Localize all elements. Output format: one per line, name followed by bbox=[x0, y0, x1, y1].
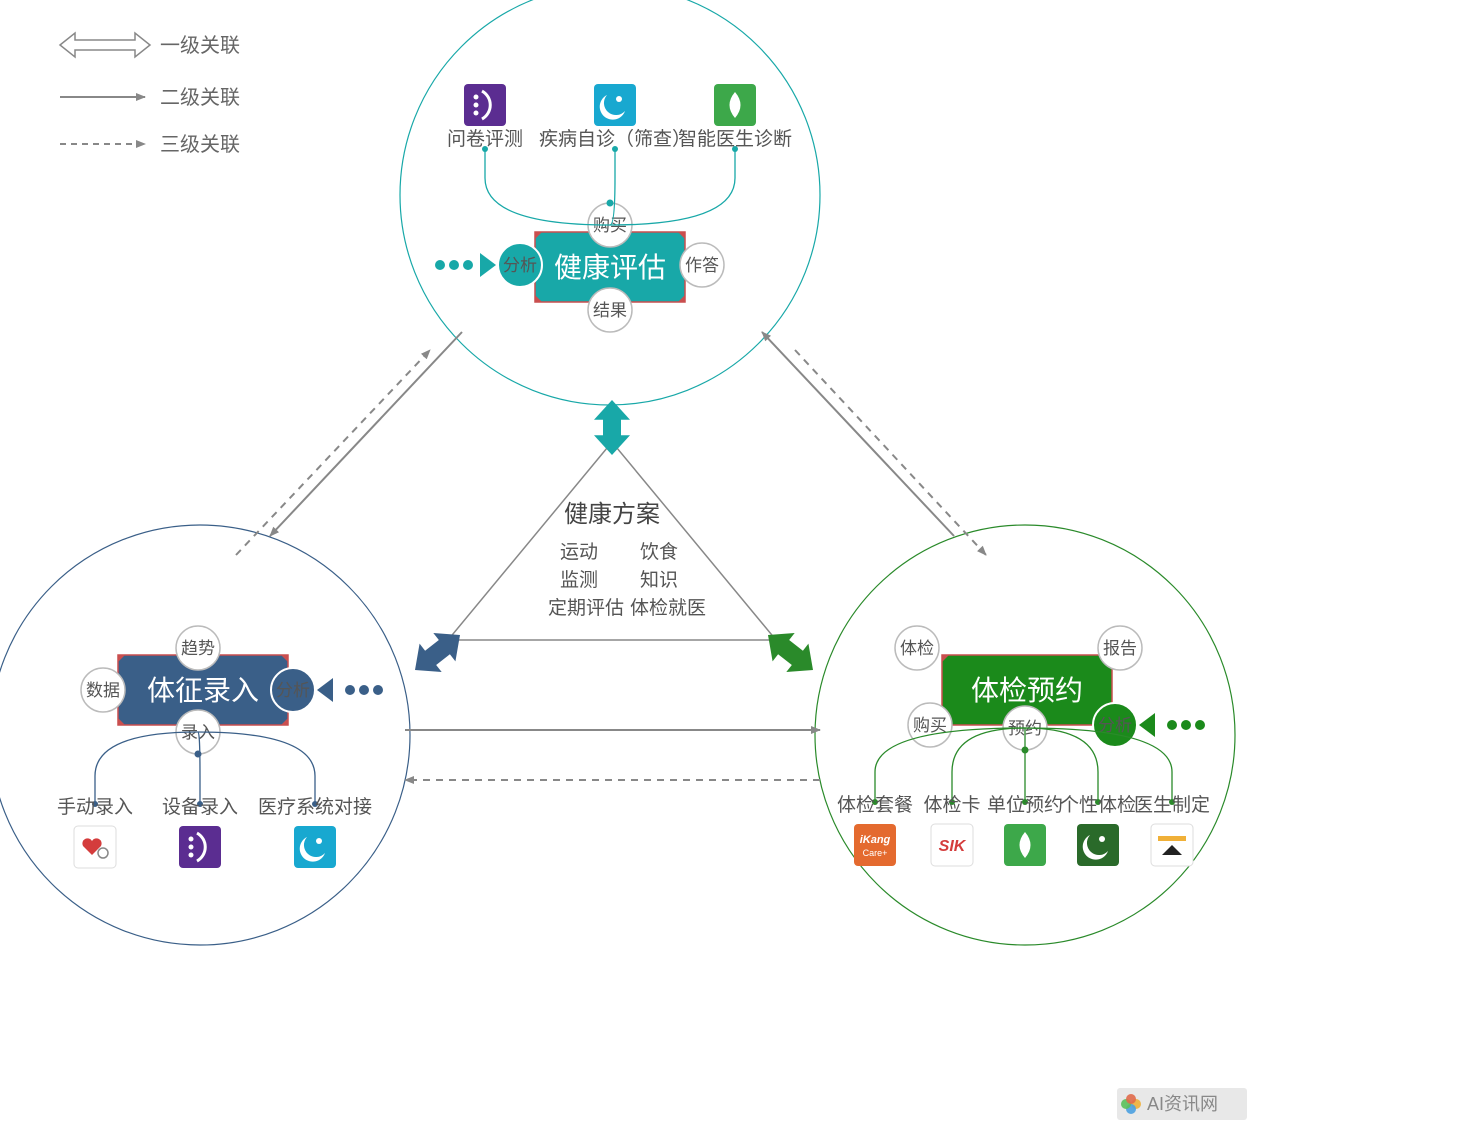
watermark: AI资讯网 bbox=[1117, 1088, 1247, 1120]
triangle-item-1: 饮食 bbox=[640, 541, 678, 563]
vitals_input-sub-label-2: 医疗系统对接 bbox=[258, 796, 372, 818]
vitals_input-sub-label-0: 手动录入 bbox=[57, 796, 133, 818]
triangle-item-0: 运动 bbox=[560, 541, 598, 563]
health_assess-sub-icon-0 bbox=[464, 84, 506, 126]
svg-text:分析: 分析 bbox=[276, 681, 310, 700]
triangle-item-5: 体检就医 bbox=[630, 597, 706, 619]
node-checkup_booking: 体检预约体检报告分析预约购买体检套餐iKangCare+体检卡SIK单位预约个性… bbox=[815, 525, 1235, 945]
svg-text:SIK: SIK bbox=[939, 838, 967, 855]
svg-text:数据: 数据 bbox=[86, 681, 120, 700]
svg-text:购买: 购买 bbox=[913, 716, 947, 735]
legend-arrow-primary bbox=[60, 33, 150, 57]
checkup_booking-sub-label-4: 医生制定 bbox=[1134, 794, 1210, 816]
diagram-canvas: 一级关联二级关联三级关联健康评估购买作答结果分析问卷评测疾病自诊（筛查）智能医生… bbox=[0, 0, 1472, 1144]
triangle-item-3: 知识 bbox=[640, 569, 678, 591]
checkup_booking-sub-label-1: 体检卡 bbox=[923, 794, 980, 816]
svg-text:Care+: Care+ bbox=[863, 848, 888, 858]
svg-text:体检: 体检 bbox=[900, 639, 934, 658]
legend-label-tertiary: 三级关联 bbox=[160, 133, 240, 156]
vitals_input-more-dots bbox=[359, 685, 369, 695]
vitals_input-title: 体征录入 bbox=[147, 675, 259, 706]
health_assess-more-dots bbox=[463, 260, 473, 270]
legend-label-secondary: 二级关联 bbox=[160, 86, 240, 109]
checkup_booking-sub-label-3: 个性体检 bbox=[1060, 794, 1136, 816]
vitals_input-more-dots bbox=[373, 685, 383, 695]
triangle-item-4: 定期评估 bbox=[548, 597, 624, 619]
checkup_booking-more-dots bbox=[1167, 720, 1177, 730]
vitals_input-sub-label-1: 设备录入 bbox=[162, 796, 238, 818]
tertiary-arrow-1 bbox=[236, 350, 430, 555]
checkup_booking-sub-label-0: 体检套餐 bbox=[837, 794, 913, 816]
svg-text:AI资讯网: AI资讯网 bbox=[1147, 1094, 1218, 1114]
health_assess-sub-label-0: 问卷评测 bbox=[447, 128, 523, 150]
svg-text:结果: 结果 bbox=[593, 301, 627, 320]
vitals_input-sub-icon-1 bbox=[179, 826, 221, 868]
node-health_assess: 健康评估购买作答结果分析问卷评测疾病自诊（筛查）智能医生诊断 bbox=[400, 0, 820, 405]
checkup_booking-connector-0 bbox=[875, 728, 1025, 802]
health_assess-more-dots bbox=[435, 260, 445, 270]
secondary-arrow-2 bbox=[762, 332, 954, 536]
primary-arrow bbox=[768, 633, 813, 672]
node-vitals_input: 体征录入趋势分析录入数据手动录入设备录入医疗系统对接 bbox=[0, 525, 410, 945]
checkup_booking-more-dots bbox=[1195, 720, 1205, 730]
svg-text:趋势: 趋势 bbox=[181, 639, 215, 658]
health_assess-sub-label-1: 疾病自诊（筛查） bbox=[539, 128, 691, 150]
checkup_booking-title: 体检预约 bbox=[971, 675, 1083, 706]
center-triangle: 健康方案运动 饮食监测 知识定期评估体检就医 bbox=[448, 442, 776, 640]
secondary-arrow-1 bbox=[270, 332, 462, 536]
svg-text:报告: 报告 bbox=[1103, 639, 1137, 658]
health_assess-title: 健康评估 bbox=[554, 252, 666, 283]
legend: 一级关联二级关联三级关联 bbox=[60, 33, 240, 156]
primary-arrow bbox=[415, 633, 460, 672]
svg-text:作答: 作答 bbox=[685, 256, 719, 275]
primary-arrow bbox=[594, 400, 630, 455]
vitals_input-more-dots bbox=[345, 685, 355, 695]
checkup_booking-more-dots bbox=[1181, 720, 1191, 730]
svg-text:iKang: iKang bbox=[860, 834, 891, 846]
svg-text:分析: 分析 bbox=[503, 256, 537, 275]
health_assess-more-dots bbox=[449, 260, 459, 270]
legend-label-primary: 一级关联 bbox=[160, 34, 240, 57]
triangle-item-2: 监测 bbox=[560, 569, 598, 591]
triangle-title: 健康方案 bbox=[564, 501, 660, 528]
checkup_booking-sub-label-2: 单位预约 bbox=[987, 794, 1063, 816]
health_assess-sub-label-2: 智能医生诊断 bbox=[678, 128, 792, 150]
tertiary-arrow-2 bbox=[795, 350, 986, 555]
